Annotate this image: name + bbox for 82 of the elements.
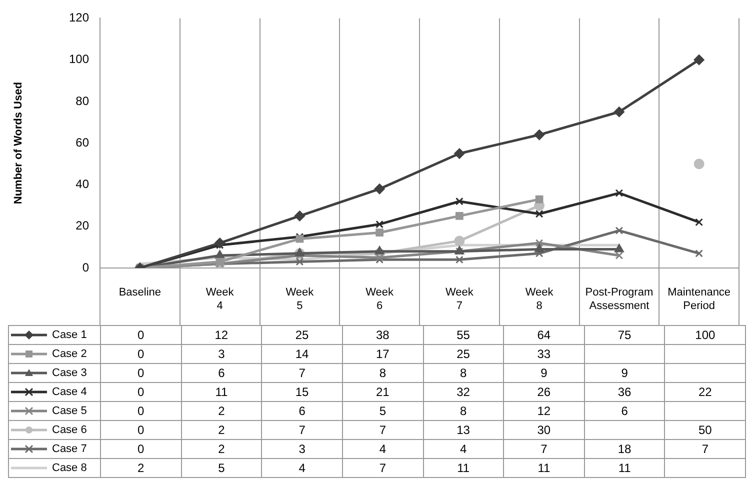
data-label: 7	[342, 420, 423, 440]
data-label: 3	[262, 440, 342, 458]
x-tick-label: Week 8	[525, 286, 554, 312]
data-label: 25	[423, 344, 504, 364]
data-label: 0	[100, 364, 182, 382]
x-tick-label: Week 4	[206, 286, 234, 312]
data-label: 15	[262, 382, 342, 402]
data-label: 7	[504, 440, 584, 458]
legend-label: Case 4	[8, 382, 100, 402]
data-label: 4	[342, 440, 423, 458]
data-label: 0	[100, 440, 182, 458]
y-axis-title: Number of Words Used	[12, 82, 25, 204]
data-label: 4	[423, 440, 504, 458]
legend-label: Case 1	[8, 326, 100, 344]
data-label: 38	[342, 326, 423, 344]
y-tick-label: 20	[76, 218, 90, 233]
data-label: 100	[664, 326, 746, 344]
data-label: 26	[504, 382, 584, 402]
data-label: 21	[342, 382, 423, 402]
y-tick-label: 100	[68, 52, 90, 66]
legend-label: Case 3	[8, 364, 100, 382]
data-label: 4	[262, 458, 342, 478]
data-label: 22	[664, 382, 746, 402]
data-label: 18	[584, 440, 665, 458]
data-label: 64	[504, 326, 584, 344]
data-label: 11	[504, 458, 584, 478]
x-tick-label: Week 6	[366, 286, 394, 312]
data-label: 9	[584, 364, 665, 382]
data-label: 5	[181, 458, 262, 478]
data-label: 2	[181, 402, 262, 420]
data-label: 6	[262, 402, 342, 420]
data-label: 11	[584, 458, 665, 478]
data-label: 33	[504, 344, 584, 364]
legend-label: Case 8	[8, 458, 100, 478]
legend-label: Case 5	[8, 402, 100, 420]
data-label: 13	[423, 420, 504, 440]
x-tick-label: Week 7	[445, 286, 474, 312]
data-label: 6	[181, 364, 262, 382]
data-label: 50	[664, 420, 746, 440]
legend-label: Case 6	[8, 420, 100, 440]
legend-label: Case 2	[8, 344, 100, 364]
data-label: 3	[181, 344, 262, 364]
data-label: 7	[664, 440, 746, 458]
data-label: 0	[100, 382, 182, 402]
x-tick-label: Week 5	[286, 286, 314, 312]
data-label: 36	[584, 382, 665, 402]
data-label: 25	[262, 326, 342, 344]
x-tick-label: Post-Program Assessment	[585, 286, 654, 312]
data-label: 75	[584, 326, 665, 344]
data-label: 0	[100, 420, 182, 440]
data-label: 17	[342, 344, 423, 364]
data-label: 0	[100, 344, 182, 364]
data-label: 30	[504, 420, 584, 440]
legend-label: Case 7	[8, 440, 100, 458]
data-label: 7	[262, 420, 342, 440]
data-label: 11	[423, 458, 504, 478]
y-tick-label: 40	[76, 177, 90, 192]
data-label: 12	[181, 326, 262, 344]
data-label: 5	[342, 402, 423, 420]
x-tick-label: Maintenance Period	[668, 286, 731, 312]
data-label: 2	[181, 420, 262, 440]
data-label: 0	[100, 326, 182, 344]
data-label: 12	[504, 402, 584, 420]
y-tick-label: 0	[82, 260, 90, 274]
data-label: 8	[342, 364, 423, 382]
data-label: 2	[100, 458, 182, 478]
data-label: 14	[262, 344, 342, 364]
data-label: 55	[423, 326, 504, 344]
data-label: 2	[181, 440, 262, 458]
data-label: 11	[181, 382, 262, 402]
data-label: 7	[262, 364, 342, 382]
data-label: 0	[100, 402, 182, 420]
y-tick-label: 120	[68, 10, 90, 25]
data-label: 8	[423, 364, 504, 382]
data-label: 7	[342, 458, 423, 478]
data-label: 8	[423, 402, 504, 420]
data-label: 6	[584, 402, 665, 420]
y-tick-label: 60	[76, 135, 90, 150]
x-tick-label: Baseline	[118, 286, 162, 299]
data-label: 9	[504, 364, 584, 382]
y-tick-label: 80	[76, 94, 90, 108]
data-label: 32	[423, 382, 504, 402]
